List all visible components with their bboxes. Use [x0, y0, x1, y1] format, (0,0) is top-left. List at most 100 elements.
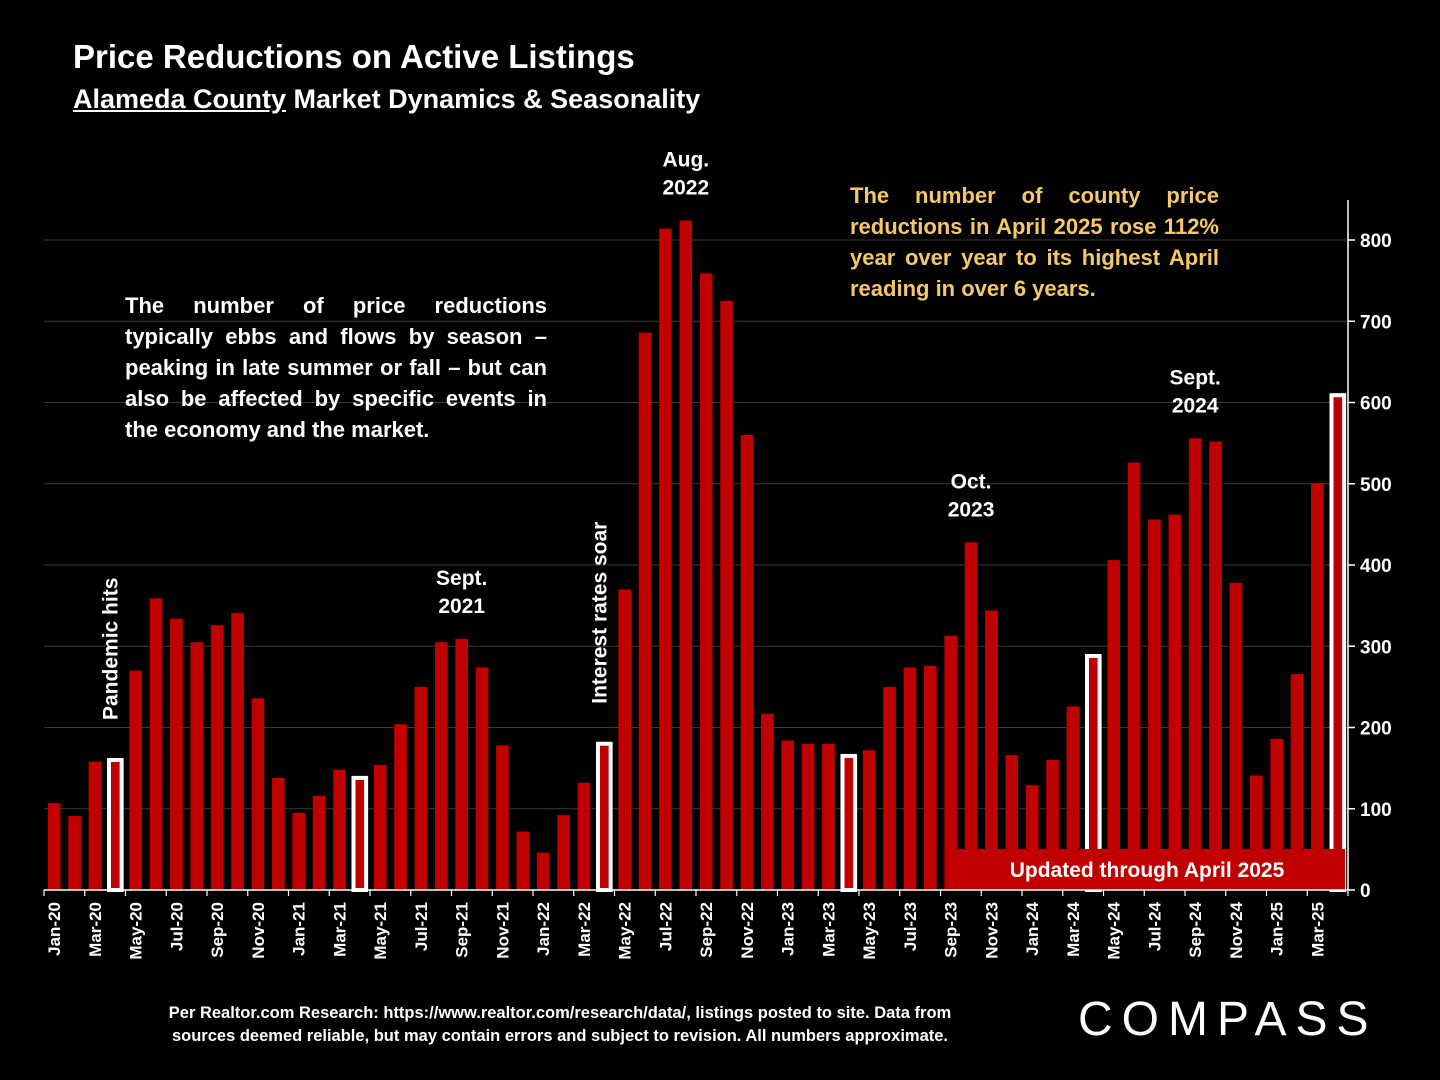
x-tick-label: Jan-24: [1023, 901, 1042, 955]
y-tick-label: 500: [1360, 475, 1392, 496]
bar: [1168, 514, 1182, 890]
bar: [760, 713, 774, 890]
x-tick-label: May-20: [127, 902, 146, 960]
x-tick-label: Nov-24: [1227, 901, 1246, 958]
bar: [536, 852, 550, 890]
bar: [1311, 482, 1324, 890]
x-tick-label: Sep-24: [1186, 901, 1205, 957]
bar-highlighted: [351, 775, 369, 892]
y-tick-label: 700: [1360, 312, 1392, 333]
subtitle-rest: Market Dynamics & Seasonality: [286, 84, 701, 114]
x-tick-label: Jul-24: [1145, 901, 1164, 951]
peak-label: 2021: [438, 595, 485, 618]
bar: [149, 598, 163, 890]
x-tick-label: Jan-23: [779, 902, 798, 956]
bar: [1127, 462, 1141, 890]
bar-highlighted: [840, 753, 858, 892]
bar: [475, 667, 489, 890]
bar: [68, 816, 81, 890]
bar-highlighted: [106, 758, 124, 892]
bar: [720, 300, 733, 890]
bar: [1188, 438, 1202, 890]
x-tick-label: Jan-21: [290, 902, 309, 956]
bar-highlighted: [595, 741, 613, 892]
bar-highlighted: [1329, 393, 1347, 892]
bar: [1066, 706, 1080, 890]
bar: [577, 782, 591, 890]
banner-box: [946, 849, 1345, 890]
bar: [88, 761, 102, 890]
x-tick-label: Jul-21: [412, 902, 431, 951]
x-tick-label: Mar-21: [330, 902, 349, 957]
x-tick-label: Jul-20: [167, 902, 186, 951]
banner-label: Updated through April 2025: [1010, 859, 1285, 882]
x-tick-label: Jul-22: [656, 902, 675, 951]
x-tick-label: Sep-21: [453, 902, 472, 958]
bar: [210, 625, 224, 890]
bar: [1107, 560, 1121, 890]
x-tick-label: Jul-23: [901, 902, 920, 951]
subtitle-county: Alameda County: [73, 84, 287, 114]
bar: [231, 612, 244, 890]
bar: [47, 803, 61, 890]
x-tick-label: Mar-22: [575, 902, 594, 957]
y-tick-label: 100: [1360, 800, 1392, 821]
y-tick-label: 0: [1360, 881, 1371, 902]
bar: [740, 435, 754, 890]
bar: [271, 777, 285, 890]
bar: [1229, 582, 1243, 890]
bar: [781, 740, 795, 890]
x-tick-label: May-21: [371, 902, 390, 960]
footer-line-2: sources deemed reliable, but may contain…: [171, 1027, 949, 1045]
bar: [1290, 673, 1304, 890]
bar: [333, 769, 346, 890]
axes: 0 100 200 300 400 500 600 700 800 Jan-20 Mar-20 May…: [43, 200, 1392, 960]
bar: [292, 812, 306, 890]
bar: [496, 745, 509, 890]
y-tick-label: 800: [1360, 231, 1392, 252]
x-tick-label: Sep-20: [208, 902, 227, 958]
bar: [862, 750, 876, 890]
chart-title: Price Reductions on Active Listings: [73, 38, 635, 75]
bar: [923, 665, 937, 890]
x-tick-label: May-22: [616, 902, 635, 960]
y-tick-label: 200: [1360, 719, 1392, 740]
annotation-seasonality: The number of price reductions typically…: [125, 293, 547, 442]
event-label: Interest rates soar: [588, 522, 611, 704]
peak-label: 2024: [1172, 394, 1219, 417]
y-tick-label: 600: [1360, 394, 1392, 415]
footer-line-1: Per Realtor.com Research: https://www.re…: [168, 1004, 952, 1022]
peak-label: 2023: [948, 498, 995, 521]
x-tick-label: Nov-23: [982, 902, 1001, 959]
bar: [557, 815, 570, 890]
bar: [618, 589, 632, 890]
bar: [679, 220, 693, 890]
bar: [883, 686, 896, 890]
chart-subtitle: Alameda County Market Dynamics & Seasona…: [73, 84, 700, 115]
x-tick-label: Jan-22: [534, 902, 553, 956]
source-footer: Per Realtor.com Research: https://www.re…: [120, 1002, 1000, 1048]
bar: [964, 542, 978, 890]
bar: [659, 228, 672, 890]
compass-logo: COMPASS: [1078, 993, 1378, 1046]
peak-label: Sept.: [1170, 366, 1221, 389]
bar: [190, 642, 204, 890]
bar: [822, 743, 835, 890]
y-tick-label: 300: [1360, 637, 1392, 658]
x-tick-label: May-24: [1105, 901, 1124, 959]
event-label: Pandemic hits: [99, 578, 122, 720]
peak-label: Sept.: [436, 567, 487, 590]
x-tick-label: Mar-24: [1064, 901, 1083, 956]
annotation-april-2025: The number of county price reductions in…: [850, 183, 1219, 301]
bar: [801, 743, 815, 890]
x-tick-label: Mar-20: [86, 902, 105, 957]
bar: [699, 273, 713, 890]
bar: [1209, 441, 1222, 890]
x-tick-label: Jan-20: [45, 902, 64, 956]
x-tick-label: Mar-23: [819, 902, 838, 957]
y-tick-label: 400: [1360, 556, 1392, 577]
bar: [1148, 519, 1161, 890]
bar: [944, 635, 958, 890]
peak-label: 2022: [662, 177, 709, 200]
